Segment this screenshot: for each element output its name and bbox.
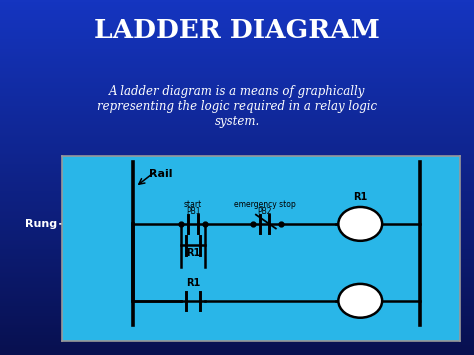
- Text: start: start: [184, 200, 202, 208]
- Text: PB2: PB2: [257, 207, 272, 216]
- Circle shape: [338, 207, 382, 241]
- Text: R1: R1: [186, 278, 200, 289]
- Text: Rail: Rail: [149, 169, 173, 179]
- Text: A: A: [356, 294, 365, 307]
- Text: emergency stop: emergency stop: [234, 200, 296, 208]
- Text: PB1: PB1: [186, 207, 200, 216]
- Circle shape: [338, 284, 382, 318]
- Text: A ladder diagram is a means of graphically
representing the logic required in a : A ladder diagram is a means of graphical…: [97, 85, 377, 128]
- Text: LADDER DIAGRAM: LADDER DIAGRAM: [94, 18, 380, 43]
- Text: R1: R1: [186, 248, 200, 258]
- Text: R1: R1: [353, 192, 367, 202]
- Text: Rung: Rung: [25, 219, 57, 229]
